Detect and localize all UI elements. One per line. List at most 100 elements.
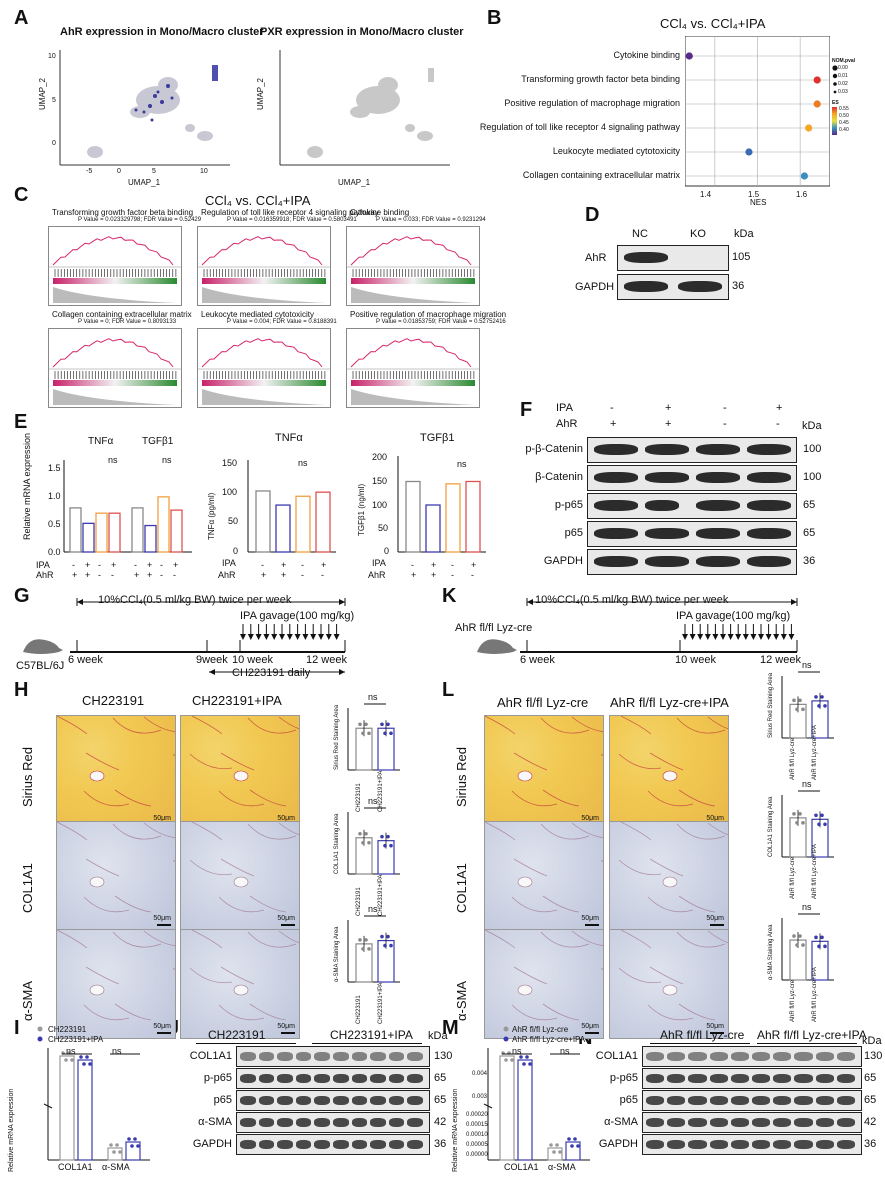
m-ytick: 0.00020 bbox=[466, 1112, 488, 1118]
e-ipa-sign: - bbox=[411, 560, 414, 570]
L-ns: ns bbox=[802, 660, 812, 670]
J-kda: 36 bbox=[434, 1138, 447, 1150]
H-ns: ns bbox=[368, 796, 378, 806]
legend-color-label: 0.50 bbox=[839, 113, 849, 119]
j-group: CH223191+IPA bbox=[330, 1028, 413, 1042]
f-ahr-sign: + bbox=[610, 418, 617, 430]
J-row-label: GAPDH bbox=[192, 1138, 232, 1150]
e-ytick: 0.5 bbox=[48, 519, 61, 529]
gsea-plot-stats: P Value = 0.01853759; FDR Value = 0.5275… bbox=[376, 319, 506, 325]
f-row-label: p-p65 bbox=[554, 499, 583, 511]
N-row-label: GAPDH bbox=[598, 1138, 638, 1150]
gsea-plot-stats: P Value = 0; FDR Value = 0.8093133 bbox=[78, 319, 177, 325]
gsea-plot-name: Collagen containing extracellular matrix bbox=[52, 310, 192, 319]
L-xcat: AhR fl/fl Lyz-cre bbox=[790, 856, 796, 899]
umap-ahr-title: AhR expression in Mono/Macro cluster bbox=[60, 26, 264, 38]
e-bar bbox=[255, 490, 271, 553]
L-xcat: AhR fl/fl Lyz-cre+IPA bbox=[812, 844, 818, 899]
k-dose: 10%CCl₄(0.5 ml/kg BW) twice per week bbox=[535, 594, 729, 606]
g-mouse: C57BL/6J bbox=[16, 660, 65, 672]
f-ipa-sign: + bbox=[665, 402, 672, 414]
N-kda: 65 bbox=[864, 1072, 877, 1084]
e-ylabel-mid: TNFα (pg/ml) bbox=[207, 492, 216, 540]
gsea-dot bbox=[813, 76, 821, 84]
g-week: 12 week bbox=[306, 654, 347, 666]
H-histology-image: 50μm bbox=[180, 715, 319, 831]
L-histology-image: 50μm bbox=[609, 715, 748, 831]
e-ipa-sign: - bbox=[134, 560, 137, 570]
L-scale-bar bbox=[710, 1032, 724, 1034]
e-ylabel-right: TGFβ1 (ng/ml) bbox=[357, 483, 366, 536]
H-scale-label: 50μm bbox=[153, 1023, 171, 1030]
L-histology-image: 50μm bbox=[609, 929, 748, 1039]
f-row-label: p-β-Catenin bbox=[525, 443, 583, 455]
m-legend: AhR fl/fl Lyz-cre bbox=[512, 1025, 569, 1034]
e-ahr-sign: + bbox=[261, 570, 267, 580]
N-kda: 42 bbox=[864, 1116, 877, 1128]
legend-size-title: NOM.pval bbox=[832, 58, 856, 64]
gsea-dot bbox=[813, 100, 821, 108]
e-ahr-label: AhR bbox=[36, 570, 54, 580]
e-ahr-label: AhR bbox=[218, 570, 236, 580]
e-ipa-label: IPA bbox=[36, 560, 50, 570]
legend-color-label: 0.55 bbox=[839, 106, 849, 112]
k-mouse: AhR fl/fl Lyz-cre bbox=[455, 622, 533, 634]
f-ipa-sign: + bbox=[776, 402, 783, 414]
legend-color-label: 0.45 bbox=[839, 120, 849, 126]
e-ahr-sign: + bbox=[134, 570, 140, 580]
L-row-label: α-SMA bbox=[454, 980, 469, 1021]
f-kda-label: kDa bbox=[802, 420, 822, 432]
e-ahr-sign: - bbox=[98, 570, 101, 580]
H-xcat: CH223191 bbox=[356, 995, 362, 1024]
e-ipa-sign: - bbox=[261, 560, 264, 570]
i-ns: ns bbox=[112, 1046, 122, 1056]
f-ipa-sign: - bbox=[723, 402, 727, 414]
J-row-label: p65 bbox=[213, 1094, 232, 1106]
blot-d-lane: NC bbox=[632, 228, 648, 240]
N-row-label: p-p65 bbox=[609, 1072, 638, 1084]
e-ipa-sign: + bbox=[431, 560, 437, 570]
L-ns: ns bbox=[802, 902, 812, 912]
L-histology-image: 50μm bbox=[484, 715, 644, 831]
e-ytick: 200 bbox=[372, 452, 388, 462]
mrna-bar bbox=[547, 1147, 563, 1161]
gsea-dot bbox=[800, 172, 809, 180]
gsea-dot bbox=[745, 148, 753, 156]
g-week: 10 week bbox=[232, 654, 273, 666]
e-bar-charts bbox=[63, 456, 486, 553]
J-kda: 65 bbox=[434, 1072, 447, 1084]
g-week: 9week bbox=[196, 654, 228, 666]
n-group-line bbox=[757, 1043, 857, 1044]
umap-xtick: 5 bbox=[152, 168, 156, 175]
J-blot-row bbox=[236, 1090, 430, 1111]
gsea-xlabel: NES bbox=[750, 198, 767, 207]
H-histology-image: 50μm bbox=[56, 929, 216, 1039]
L-scale-label: 50μm bbox=[581, 915, 599, 922]
e-ahr-sign: - bbox=[111, 570, 114, 580]
staining-bar bbox=[355, 727, 373, 771]
L-scale-bar bbox=[710, 924, 724, 926]
gsea-plot-stats: P Value = 0.016359918; FDR Value = 0.580… bbox=[227, 217, 357, 223]
m-ytick: 0.004 bbox=[472, 1071, 488, 1077]
i-legend: CH223191 bbox=[48, 1025, 87, 1034]
staining-bar bbox=[789, 939, 807, 981]
J-row-label: p-p65 bbox=[203, 1072, 232, 1084]
J-blot-row bbox=[236, 1112, 430, 1133]
e-bar bbox=[465, 480, 481, 553]
H-scale-label: 50μm bbox=[153, 915, 171, 922]
H-row-label: Sirius Red bbox=[20, 747, 35, 807]
e-ylabel-left: Relative mRNA expression bbox=[22, 432, 32, 540]
J-blot-row bbox=[236, 1068, 430, 1089]
H-ylabel: α-SMA Staining Area bbox=[334, 926, 340, 983]
e-ytick: 0.0 bbox=[48, 547, 61, 557]
staining-bar bbox=[789, 817, 807, 858]
l-col-right: AhR fl/fl Lyz-cre+IPA bbox=[610, 695, 729, 710]
gsea-category-label: Positive regulation of macrophage migrat… bbox=[504, 98, 680, 108]
f-ipa-sign: - bbox=[610, 402, 614, 414]
umap-xlabel-right: UMAP_1 bbox=[338, 178, 371, 187]
L-scale-label: 50μm bbox=[706, 915, 724, 922]
e-ahr-sign: - bbox=[451, 570, 454, 580]
staining-bar bbox=[377, 727, 395, 771]
e-bar bbox=[157, 496, 170, 553]
g-ch: CH223191 daily bbox=[232, 667, 311, 679]
